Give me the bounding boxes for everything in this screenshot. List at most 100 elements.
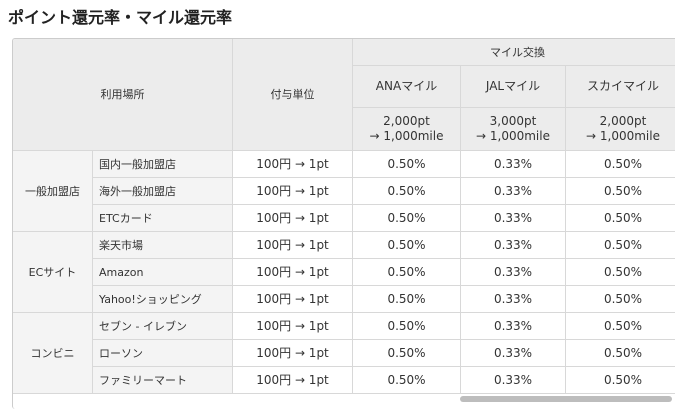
rate-value: 0.50% — [353, 367, 461, 394]
rate-value-text: 0.50% — [387, 291, 426, 306]
group-name: 一般加盟店 — [13, 151, 93, 232]
unit-text: 100円 → 1pt — [256, 237, 329, 252]
rate-value-text: 0.33% — [493, 156, 533, 171]
unit: 100円 → 1pt — [233, 232, 353, 259]
group-name-text: コンビニ — [30, 346, 75, 360]
rate-value: 0.50% — [566, 313, 675, 340]
place: ローソン — [93, 340, 233, 367]
unit: 100円 → 1pt — [233, 259, 353, 286]
place: 国内一般加盟店 — [93, 151, 233, 178]
place-header-text: 利用場所 — [100, 88, 145, 101]
rate-value-text: 0.50% — [603, 183, 643, 198]
mile-name: JALマイル — [461, 66, 566, 108]
place: Yahoo!ショッピング — [93, 286, 233, 313]
place-text: ファミリーマート — [99, 373, 187, 387]
rate-value: 0.50% — [353, 232, 461, 259]
place-text: Amazon — [99, 265, 144, 279]
rate-value: 0.50% — [566, 286, 675, 313]
rate-value: 0.50% — [353, 286, 461, 313]
rate-value: 0.50% — [353, 151, 461, 178]
unit-header-text: 付与単位 — [270, 88, 315, 101]
unit-text: 100円 → 1pt — [256, 318, 329, 333]
place: 楽天市場 — [93, 232, 233, 259]
rate-value-text: 0.50% — [603, 372, 643, 387]
rate-value: 0.50% — [566, 340, 675, 367]
mile-name: スカイマイル — [566, 66, 675, 108]
rate-value-text: 0.50% — [387, 264, 426, 279]
rate-value-text: 0.33% — [493, 345, 533, 360]
rate-value-text: 0.33% — [493, 210, 533, 225]
rate-value-text: 0.50% — [387, 210, 426, 225]
place: ETCカード — [93, 205, 233, 232]
mile-rate-text: 3,000pt — [489, 114, 537, 128]
unit: 100円 → 1pt — [233, 205, 353, 232]
rate-value: 0.50% — [353, 205, 461, 232]
rate-value-text: 0.33% — [493, 372, 533, 387]
unit-text: 100円 → 1pt — [256, 183, 329, 198]
mile-name-text: JALマイル — [485, 79, 541, 93]
rate-value-text: 0.50% — [387, 183, 426, 198]
rate-value: 0.33% — [461, 367, 566, 394]
rate-value: 0.50% — [566, 205, 675, 232]
rate-value: 0.33% — [461, 340, 566, 367]
rate-value: 0.50% — [566, 151, 675, 178]
rate-value: 0.33% — [461, 205, 566, 232]
unit: 100円 → 1pt — [233, 313, 353, 340]
unit: 100円 → 1pt — [233, 151, 353, 178]
rate-value-text: 0.50% — [603, 291, 643, 306]
rate-value-text: 0.50% — [603, 237, 643, 252]
exchange-header: マイル交換 — [353, 39, 675, 66]
rate-value: 0.50% — [566, 178, 675, 205]
place: セブン - イレブン — [93, 313, 233, 340]
mile-rate: 3,000pt → 1,000mile — [461, 108, 566, 151]
unit: 100円 → 1pt — [233, 367, 353, 394]
rate-value: 0.33% — [461, 286, 566, 313]
rate-value-text: 0.50% — [387, 237, 426, 252]
rate-value: 0.50% — [566, 259, 675, 286]
rate-value: 0.50% — [353, 313, 461, 340]
rate-value-text: 0.33% — [493, 237, 533, 252]
rate-value-text: 0.50% — [603, 156, 643, 171]
scrollbar[interactable] — [460, 396, 672, 402]
unit: 100円 → 1pt — [233, 178, 353, 205]
rate-value: 0.33% — [461, 232, 566, 259]
mile-rate-text: → 1,000mile — [369, 129, 444, 143]
unit: 100円 → 1pt — [233, 340, 353, 367]
mile-rate-text: 2,000pt — [383, 114, 430, 128]
unit-text: 100円 → 1pt — [256, 372, 329, 387]
place-text: 楽天市場 — [99, 238, 143, 252]
mile-rate: 2,000pt → 1,000mile — [353, 108, 461, 151]
title: ポイント還元率・マイル還元率 — [8, 8, 233, 27]
mile-rate: 2,000pt → 1,000mile — [566, 108, 675, 151]
unit: 100円 → 1pt — [233, 286, 353, 313]
rate-value: 0.33% — [461, 313, 566, 340]
mile-rate-text: → 1,000mile — [476, 129, 550, 143]
place-text: ローソン — [99, 346, 143, 360]
group-name: ECサイト — [13, 232, 93, 313]
place-text: Yahoo!ショッピング — [99, 292, 202, 306]
rate-value-text: 0.33% — [493, 183, 533, 198]
rate-value-text: 0.50% — [603, 345, 643, 360]
place: 海外一般加盟店 — [93, 178, 233, 205]
exchange-header-text: マイル交換 — [490, 45, 545, 59]
rate-value-text: 0.50% — [387, 156, 426, 171]
rate-value-text: 0.50% — [387, 345, 426, 360]
group-name-text: 一般加盟店 — [25, 184, 80, 198]
place: Amazon — [93, 259, 233, 286]
mile-rate-text: → 1,000mile — [586, 129, 660, 143]
rate-value-text: 0.33% — [493, 264, 533, 279]
place-text: セブン - イレブン — [99, 319, 187, 333]
place: ファミリーマート — [93, 367, 233, 394]
mile-rate-text: 2,000pt — [599, 114, 647, 128]
rate-value-text: 0.33% — [493, 318, 533, 333]
rate-value: 0.33% — [461, 151, 566, 178]
unit-text: 100円 → 1pt — [256, 210, 329, 225]
rate-value-text: 0.50% — [603, 318, 643, 333]
rate-value: 0.50% — [353, 178, 461, 205]
rate-value-text: 0.50% — [603, 264, 643, 279]
rate-value: 0.50% — [353, 259, 461, 286]
rate-value: 0.50% — [566, 232, 675, 259]
unit-text: 100円 → 1pt — [256, 291, 329, 306]
place-text: 国内一般加盟店 — [99, 157, 176, 171]
